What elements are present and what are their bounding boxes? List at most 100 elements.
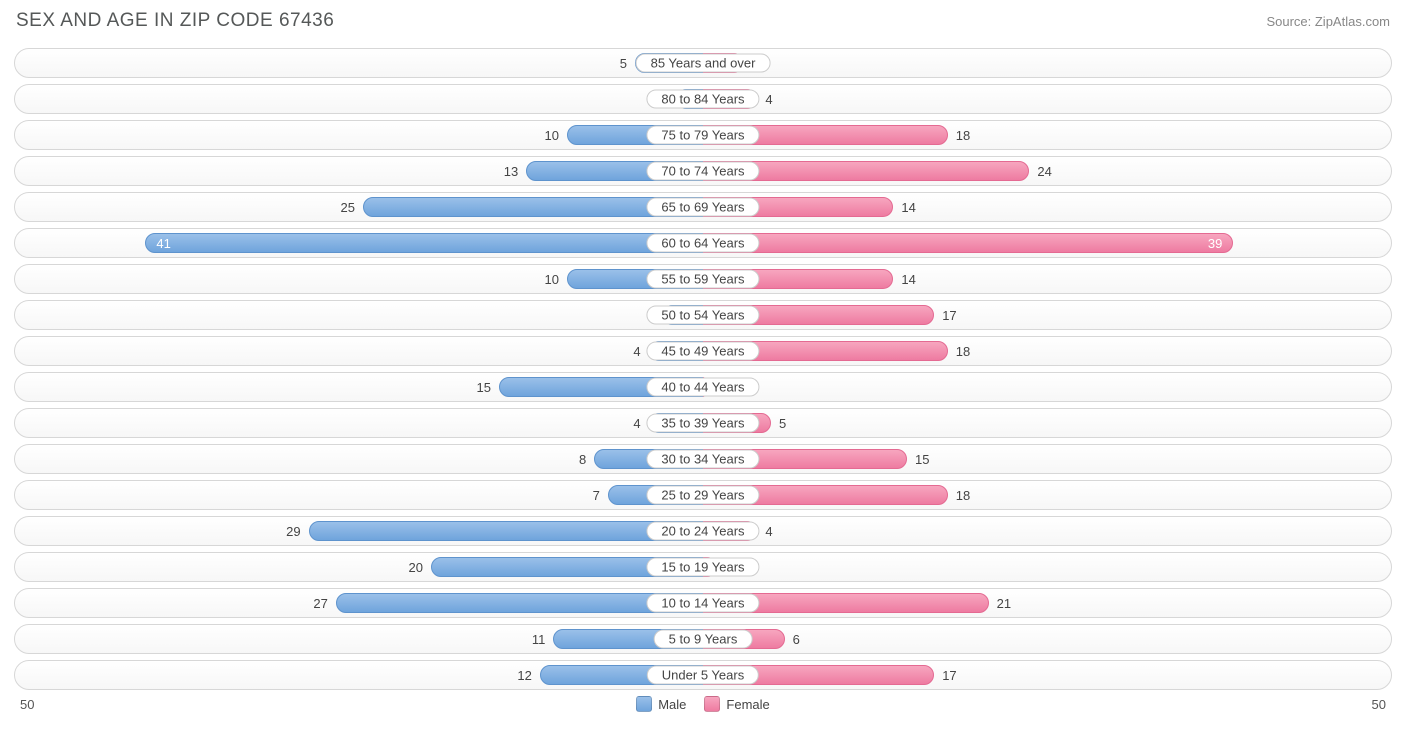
- male-value: 5: [612, 56, 635, 71]
- chart-source: Source: ZipAtlas.com: [1266, 14, 1390, 29]
- axis-right-max: 50: [1372, 697, 1386, 712]
- pyramid-row: 13 24 70 to 74 Years: [14, 156, 1392, 186]
- female-side: 4: [703, 520, 1383, 542]
- male-swatch-icon: [636, 696, 652, 712]
- male-value: 4: [625, 416, 648, 431]
- female-bar: 39: [703, 233, 1233, 253]
- female-side: 17: [703, 664, 1383, 686]
- female-value: 17: [934, 308, 964, 323]
- age-group-label: 30 to 34 Years: [646, 450, 759, 469]
- male-side: 41: [23, 232, 703, 254]
- female-value: 21: [989, 596, 1019, 611]
- pyramid-row: 15040 to 44 Years: [14, 372, 1392, 402]
- female-side: 15: [703, 448, 1383, 470]
- male-side: 5: [23, 52, 703, 74]
- legend-female-label: Female: [726, 697, 769, 712]
- male-value: 8: [571, 452, 594, 467]
- female-value: 5: [771, 416, 794, 431]
- female-value: 14: [893, 272, 923, 287]
- age-group-label: 20 to 24 Years: [646, 522, 759, 541]
- age-group-label: 15 to 19 Years: [646, 558, 759, 577]
- male-side: 13: [23, 160, 703, 182]
- female-side: 14: [703, 196, 1383, 218]
- pyramid-row: 4 5 35 to 39 Years: [14, 408, 1392, 438]
- female-value: 39: [1198, 236, 1232, 251]
- pyramid-row: 8 15 30 to 34 Years: [14, 444, 1392, 474]
- age-group-label: 5 to 9 Years: [654, 630, 753, 649]
- age-group-label: 25 to 29 Years: [646, 486, 759, 505]
- pyramid-row: 5 385 Years and over: [14, 48, 1392, 78]
- pyramid-row: 41 39 60 to 64 Years: [14, 228, 1392, 258]
- pyramid-row: 2 480 to 84 Years: [14, 84, 1392, 114]
- female-value: 18: [948, 344, 978, 359]
- male-value: 4: [625, 344, 648, 359]
- pyramid-row: 20 115 to 19 Years: [14, 552, 1392, 582]
- population-pyramid-chart: 5385 Years and over2480 to 84 Years10187…: [14, 48, 1392, 690]
- female-side: 18: [703, 124, 1383, 146]
- female-side: 21: [703, 592, 1383, 614]
- legend-male: Male: [636, 696, 686, 712]
- female-side: 6: [703, 628, 1383, 650]
- female-side: 14: [703, 268, 1383, 290]
- pyramid-row: 11 6 5 to 9 Years: [14, 624, 1392, 654]
- age-group-label: 80 to 84 Years: [646, 90, 759, 109]
- age-group-label: 75 to 79 Years: [646, 126, 759, 145]
- female-side: 18: [703, 340, 1383, 362]
- female-value: 15: [907, 452, 937, 467]
- age-group-label: 55 to 59 Years: [646, 270, 759, 289]
- male-side: 12: [23, 664, 703, 686]
- age-group-label: Under 5 Years: [647, 666, 759, 685]
- pyramid-row: 31750 to 54 Years: [14, 300, 1392, 330]
- male-value: 27: [305, 596, 335, 611]
- female-side: 1: [703, 556, 1383, 578]
- male-side: 10: [23, 124, 703, 146]
- female-side: 4: [703, 88, 1383, 110]
- age-group-label: 35 to 39 Years: [646, 414, 759, 433]
- age-group-label: 65 to 69 Years: [646, 198, 759, 217]
- female-value: 4: [757, 92, 780, 107]
- female-side: 24: [703, 160, 1383, 182]
- age-group-label: 40 to 44 Years: [646, 378, 759, 397]
- male-side: 27: [23, 592, 703, 614]
- male-side: 20: [23, 556, 703, 578]
- male-value: 11: [524, 632, 554, 647]
- age-group-label: 10 to 14 Years: [646, 594, 759, 613]
- female-value: 24: [1029, 164, 1059, 179]
- male-side: 7: [23, 484, 703, 506]
- age-group-label: 45 to 49 Years: [646, 342, 759, 361]
- female-swatch-icon: [704, 696, 720, 712]
- male-value: 13: [496, 164, 526, 179]
- male-value: 25: [333, 200, 363, 215]
- female-value: 6: [785, 632, 808, 647]
- male-side: 2: [23, 88, 703, 110]
- male-side: 4: [23, 340, 703, 362]
- female-side: 3: [703, 52, 1383, 74]
- chart-header: SEX AND AGE IN ZIP CODE 67436 Source: Zi…: [14, 10, 1392, 32]
- female-side: 5: [703, 412, 1383, 434]
- legend-female: Female: [704, 696, 769, 712]
- male-side: 29: [23, 520, 703, 542]
- chart-footer: 50 Male Female 50: [14, 696, 1392, 712]
- female-side: 39: [703, 232, 1383, 254]
- male-value: 20: [401, 560, 431, 575]
- age-group-label: 85 Years and over: [636, 54, 771, 73]
- female-side: 18: [703, 484, 1383, 506]
- male-value: 7: [585, 488, 608, 503]
- pyramid-row: 10 18 75 to 79 Years: [14, 120, 1392, 150]
- male-value: 10: [537, 128, 567, 143]
- age-group-label: 60 to 64 Years: [646, 234, 759, 253]
- male-side: 11: [23, 628, 703, 650]
- male-value: 15: [469, 380, 499, 395]
- pyramid-row: 1217Under 5 Years: [14, 660, 1392, 690]
- female-side: 17: [703, 304, 1383, 326]
- male-bar: [309, 521, 703, 541]
- female-value: 18: [948, 128, 978, 143]
- male-value: 10: [537, 272, 567, 287]
- age-group-label: 70 to 74 Years: [646, 162, 759, 181]
- male-value: 41: [146, 236, 180, 251]
- male-bar: 41: [145, 233, 703, 253]
- male-side: 8: [23, 448, 703, 470]
- chart-title: SEX AND AGE IN ZIP CODE 67436: [16, 10, 334, 32]
- male-value: 29: [278, 524, 308, 539]
- pyramid-row: 4 18 45 to 49 Years: [14, 336, 1392, 366]
